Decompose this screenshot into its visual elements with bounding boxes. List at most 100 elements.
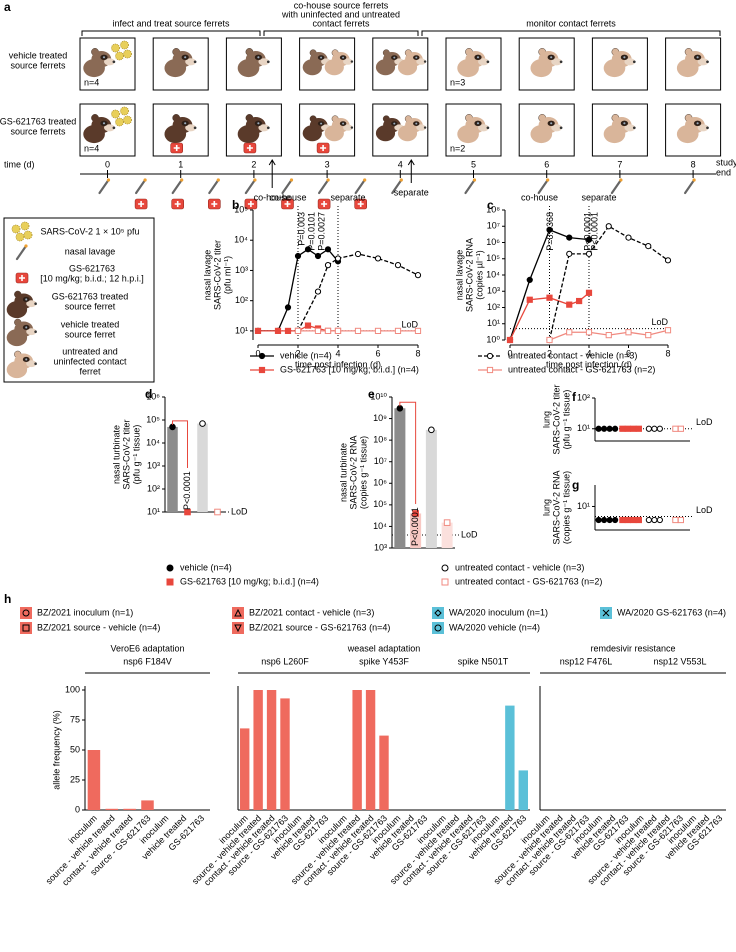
pipette-icon xyxy=(391,178,403,195)
data-point xyxy=(566,329,573,336)
data-point xyxy=(184,508,191,516)
y-tick-label: 10³ xyxy=(487,286,500,296)
legend-text: SARS-CoV-2 1 × 10⁵ pfu xyxy=(40,226,139,236)
ferret-snout xyxy=(104,124,115,132)
subplot-title: nsp6 F184V xyxy=(123,656,172,666)
data-point xyxy=(677,516,684,524)
lod-label: LoD xyxy=(696,505,713,515)
drug-icon-cross xyxy=(174,201,181,207)
data-point xyxy=(606,425,613,432)
data-point xyxy=(214,508,221,516)
data-point xyxy=(334,255,342,262)
bar xyxy=(197,423,208,512)
data-point xyxy=(546,226,553,233)
y-tick-label: 10² xyxy=(577,392,590,402)
ferret-eye xyxy=(393,122,396,125)
p-value: P=0.0101 xyxy=(306,212,316,251)
bar xyxy=(425,429,437,548)
ferret-eye xyxy=(320,122,323,125)
legend-marker xyxy=(234,624,242,633)
y-axis-label: lung xyxy=(541,411,551,428)
virus-icon xyxy=(123,115,132,125)
y-tick-label: 0 xyxy=(75,804,80,814)
y-axis-label: (pfu ml⁻¹) xyxy=(222,256,232,294)
ferret-eye xyxy=(257,122,260,125)
data-point xyxy=(656,425,663,432)
legend-swatch xyxy=(20,622,32,634)
virus-icon xyxy=(115,51,124,61)
ferret-eye xyxy=(696,122,699,125)
data-point xyxy=(304,322,312,329)
bar xyxy=(365,690,376,810)
virus-icon xyxy=(11,224,21,234)
pipette-tip xyxy=(363,178,367,182)
ferret-snout xyxy=(26,360,37,368)
data-point xyxy=(566,234,573,241)
y-tick-label: 10⁴ xyxy=(146,437,160,447)
pipette-tip xyxy=(326,178,330,182)
data-point xyxy=(443,519,451,526)
pipette-icon xyxy=(135,178,147,195)
ferret-eye xyxy=(623,56,626,59)
legend-text: untreated contact - GS-621763 (n=2) xyxy=(455,576,602,586)
y-tick-label: 10⁷ xyxy=(487,221,500,231)
legend-marker xyxy=(486,352,494,360)
legend-marker xyxy=(234,608,242,617)
y-axis-label: SARS-CoV-2 RNA xyxy=(551,470,561,544)
data-point xyxy=(314,288,322,295)
data-point xyxy=(606,516,613,524)
drug-icon-cross xyxy=(138,201,145,207)
header-text: infect and treat source ferrets xyxy=(112,18,230,28)
event-label: co-house xyxy=(269,192,306,202)
ferret-snout xyxy=(416,58,426,65)
legend-marker xyxy=(441,578,449,586)
data-point xyxy=(526,296,533,303)
subplot-title: nsp6 L260F xyxy=(261,656,309,666)
ferret-snout xyxy=(697,124,709,132)
virus-icon xyxy=(23,230,33,240)
bar xyxy=(394,408,406,548)
pipette-tip xyxy=(692,178,696,182)
legend-marker xyxy=(441,564,449,572)
data-point xyxy=(506,336,514,344)
legend-text: untreated and xyxy=(62,346,118,356)
pipette-tip xyxy=(216,178,220,182)
legend-text: GS-621763 [10 mg/kg; b.i.d.] (n=4) xyxy=(280,364,419,374)
day-label: 1 xyxy=(178,159,183,169)
data-point xyxy=(334,327,342,335)
virus-icon xyxy=(20,221,30,231)
ferret-icon xyxy=(530,114,563,144)
pipette-icon xyxy=(281,178,293,195)
n-label: n=2 xyxy=(450,143,465,153)
series-line xyxy=(548,225,669,341)
event-label: separate xyxy=(581,192,616,202)
virus-icon xyxy=(111,43,120,53)
data-point xyxy=(585,289,593,296)
ferret-icon xyxy=(302,49,332,76)
group-title: VeroE6 adaptation xyxy=(110,643,184,653)
ferret-icon xyxy=(676,48,709,78)
data-point xyxy=(304,246,312,253)
y-tick-label: 10⁹ xyxy=(373,413,387,423)
data-point xyxy=(566,301,573,308)
day-label: 5 xyxy=(471,159,476,169)
event-label: separate xyxy=(330,192,365,202)
subplot-title: nsp12 F476L xyxy=(560,656,613,666)
y-tick-label: 10² xyxy=(487,302,500,312)
ferret-eye xyxy=(550,56,553,59)
ferret-nose xyxy=(193,126,197,130)
pipette-icon xyxy=(610,178,622,195)
pipette-tip xyxy=(106,178,111,182)
ferret-eye xyxy=(342,122,345,125)
ferret-icon xyxy=(457,114,490,144)
bar xyxy=(352,690,362,810)
pipette-icon xyxy=(537,178,549,195)
y-tick-label: 10⁵ xyxy=(373,499,387,509)
data-point xyxy=(396,404,404,412)
virus-icon xyxy=(15,232,25,242)
x-tick-label: 2 xyxy=(547,348,552,358)
ferret-nose xyxy=(486,60,490,64)
day-label: 2 xyxy=(251,159,256,169)
data-point xyxy=(645,516,652,524)
ferret-nose xyxy=(423,60,427,63)
